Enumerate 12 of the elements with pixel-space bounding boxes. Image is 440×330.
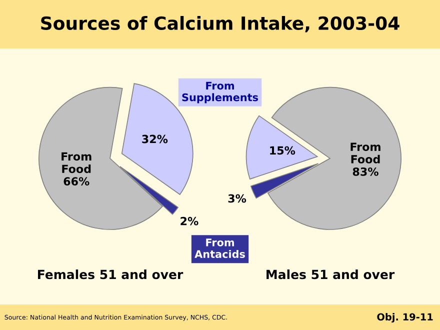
data-label: 2% bbox=[180, 216, 198, 226]
text: From Supplements bbox=[182, 82, 258, 104]
data-label: From Food 66% bbox=[62, 152, 92, 186]
data-label: From Food 83% bbox=[350, 142, 380, 176]
text: Males 51 and over bbox=[266, 270, 395, 280]
chart-title: Sources of Calcium Intake, 2003-04 bbox=[41, 16, 400, 32]
text: Females 51 and over bbox=[38, 270, 184, 280]
text: From Antacids bbox=[194, 238, 245, 258]
data-label: 15% bbox=[270, 146, 296, 155]
text: Obj. 19-11 bbox=[377, 313, 433, 323]
data-label: 3% bbox=[228, 194, 246, 203]
data-label: 32% bbox=[142, 134, 168, 144]
